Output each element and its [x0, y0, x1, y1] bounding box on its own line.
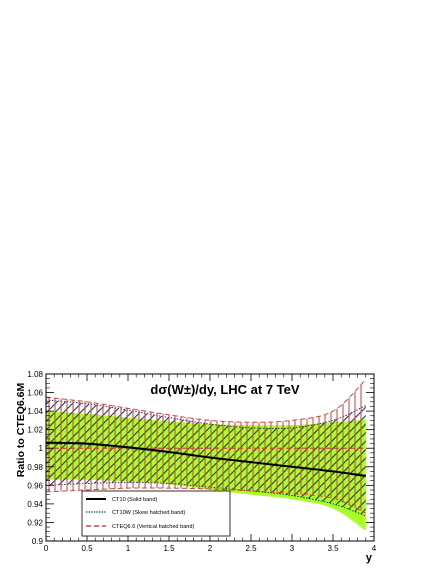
y-tick-label: 1.08 [27, 370, 43, 379]
band-cteq66-lower-edge [45, 487, 367, 514]
x-tick-label: 2 [208, 544, 213, 553]
band-cteq66 [46, 379, 366, 514]
chart-title: dσ(W±)/dy, LHC at 7 TeV [150, 382, 299, 397]
x-tick-label: 1.5 [163, 544, 175, 553]
legend: CT10 (Solid band) CT10W (Skew hatched ba… [81, 490, 231, 537]
y-tick-label: 0.92 [27, 518, 43, 527]
central-curves [45, 441, 366, 478]
y-axis-label: Ratio to CTEQ6.6M [15, 382, 27, 477]
y-tick-label: 0.94 [27, 500, 43, 509]
y-tick-label: 1.02 [27, 426, 43, 435]
x-tick-label: 0.5 [81, 544, 93, 553]
curve-ct10-central [45, 441, 366, 478]
x-tick-label: 4 [372, 544, 377, 553]
x-tick-label: 0 [44, 544, 49, 553]
x-tick-label: 3 [290, 544, 295, 553]
axis-ticks [45, 373, 375, 542]
x-axis-label: y [366, 552, 373, 564]
legend-box [81, 490, 231, 537]
x-tick-label: 1 [126, 544, 131, 553]
tick-labels: 0 0.5 1 1.5 2 2.5 3 3.5 4 0.9 0.92 0.94 0.96 0.98 1 1.0… [27, 370, 376, 553]
y-tick-label: 1.04 [27, 407, 43, 416]
y-tick-label: 0.9 [32, 537, 44, 546]
x-tick-label: 3.5 [327, 544, 339, 553]
legend-label-cteq66: CTEQ6.6 (Vertical hatched band) [112, 524, 195, 530]
y-tick-label: 1 [39, 444, 44, 453]
x-tick-label: 2.5 [245, 544, 257, 553]
y-tick-label: 0.98 [27, 463, 43, 472]
band-ct10w-lower-edge [45, 482, 366, 517]
legend-label-ct10: CT10 (Solid band) [112, 497, 158, 503]
y-tick-label: 1.06 [27, 389, 43, 398]
y-tick-label: 0.96 [27, 481, 43, 490]
legend-label-ct10w: CT10W (Skew hatched band) [112, 510, 186, 516]
